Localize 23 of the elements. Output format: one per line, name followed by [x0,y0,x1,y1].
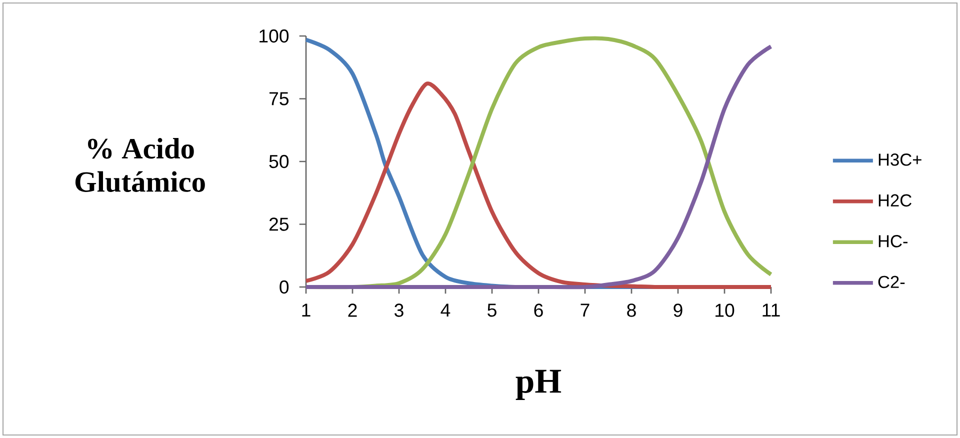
x-axis-title: pH [516,370,562,400]
x-tick-label: 6 [534,304,543,317]
y-tick-label: 75 [269,92,289,106]
x-tick-label: 9 [674,304,682,317]
y-tick-label: 25 [269,218,289,231]
x-tick-label: 7 [580,304,590,317]
y-tick-label: 50 [269,154,289,168]
legend-label: H3C+ [878,154,922,166]
x-tick-label: 8 [627,304,636,317]
y-tick-label: 0 [280,280,289,294]
x-tick-label: 1 [302,304,310,317]
x-tick-label: 5 [488,304,496,317]
y-tick-label: 100 [260,29,289,43]
legend-label: H2C [878,194,912,207]
x-tick-label: 4 [440,304,450,317]
x-tick-label: 2 [348,304,357,317]
x-tick-label: 3 [394,304,404,317]
y-axis-title: % Acido Glutámico [75,138,205,192]
legend-label: C2- [878,276,905,288]
x-tick-label: 10 [716,304,734,317]
line-series [304,82,773,290]
x-tick-label: 11 [762,304,780,317]
legend-label: HC- [878,235,908,248]
